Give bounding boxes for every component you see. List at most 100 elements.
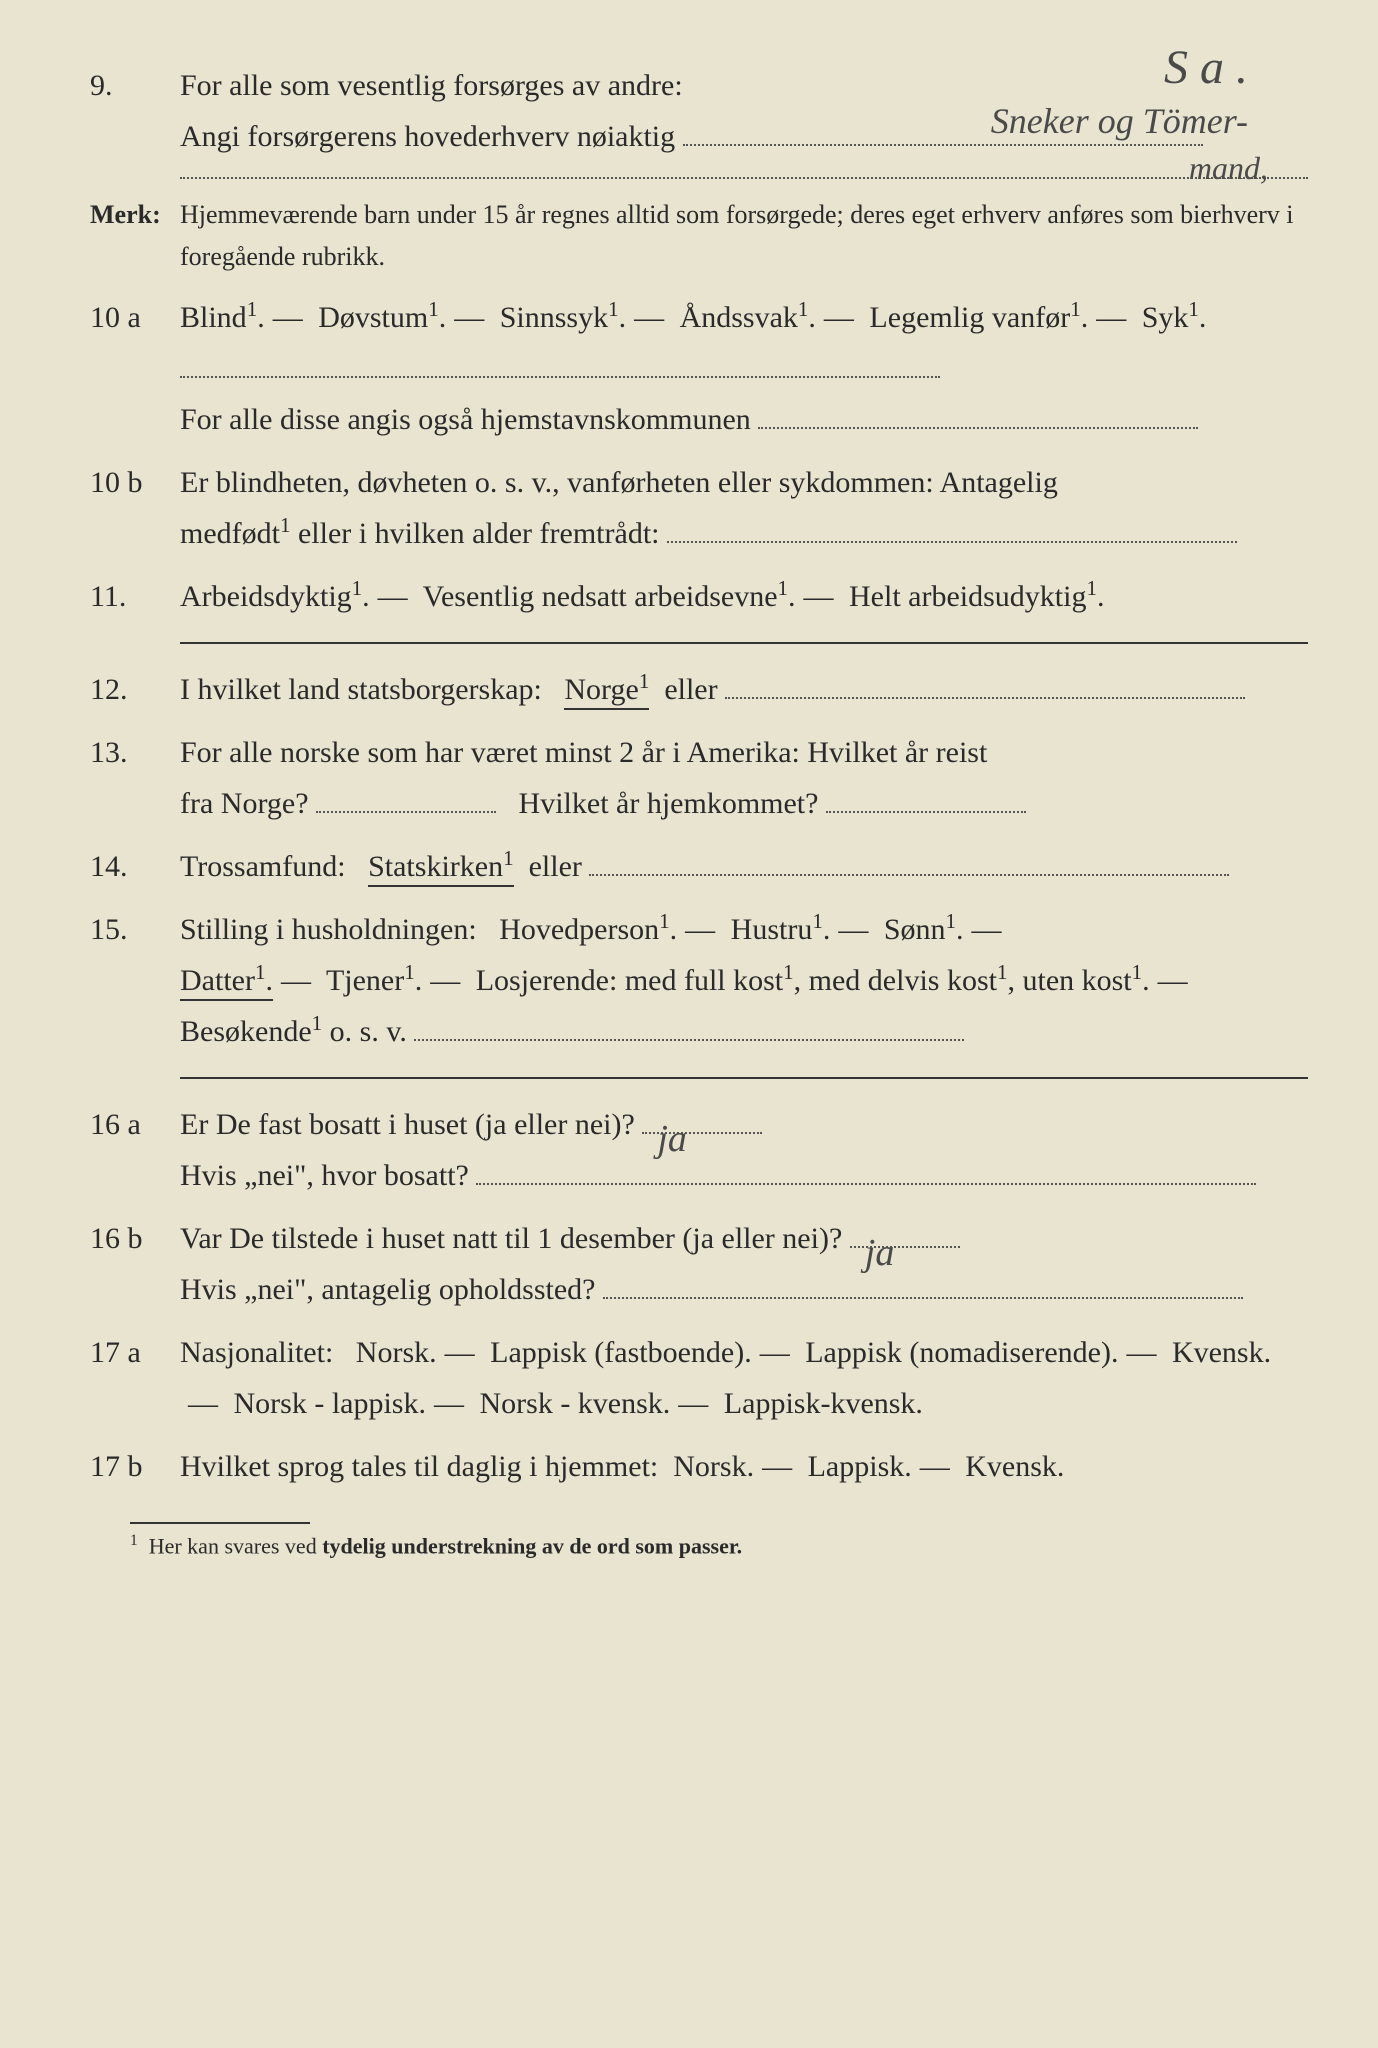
q15-text1: Stilling i husholdningen: [180,913,477,946]
q17b-opt2: Lappisk. [808,1450,912,1483]
question-16b: 16 b Var De tilstede i huset natt til 1 … [90,1213,1308,1315]
q17a-opt7: Lappisk-kvensk. [724,1387,923,1420]
q16a-answer: ja [657,1107,687,1172]
q16a-text2: Hvis „nei", hvor bosatt? [180,1159,469,1192]
q10b-fill [667,541,1237,543]
q11-opt2: Vesentlig nedsatt arbeidsevne [423,580,778,613]
q10a-opt2: Døvstum [318,301,428,334]
q13-number: 13. [90,727,180,778]
q9-line2: Angi forsørgerens hovederhverv nøiaktig [180,120,675,153]
q16a-number: 16 a [90,1099,180,1150]
q11-content: Arbeidsdyktig1.— Vesentlig nedsatt arbei… [180,571,1308,622]
divider-after-15 [180,1077,1308,1079]
q17b-content: Hvilket sprog tales til daglig i hjemmet… [180,1441,1308,1492]
q13-text1: For alle norske som har været minst 2 år… [180,736,987,769]
question-16a: 16 a Er De fast bosatt i huset (ja eller… [90,1099,1308,1201]
q15-opt5: Tjener [326,964,404,997]
q15-opt3: Sønn [884,913,946,946]
q16b-answer: ja [865,1221,895,1286]
q9-number: 9. [90,60,180,111]
q17a-text1: Nasjonalitet: [180,1336,333,1369]
q13-fill1 [316,811,496,813]
q10b-number: 10 b [90,457,180,508]
q12-content: I hvilket land statsborgerskap: Norge1 e… [180,664,1308,715]
q16b-content: Var De tilstede i huset natt til 1 desem… [180,1213,1308,1315]
q15-text4: , uten kost [1007,964,1131,997]
q17b-text1: Hvilket sprog tales til daglig i hjemmet… [180,1450,658,1483]
q10a-opt6: Syk [1142,301,1189,334]
q17b-opt3: Kvensk. [965,1450,1064,1483]
q15-opt1: Hovedperson [499,913,659,946]
question-17b: 17 b Hvilket sprog tales til daglig i hj… [90,1441,1308,1492]
q9-handwritten-line1: Sneker og Tömer- [991,100,1248,142]
q17a-content: Nasjonalitet: Norsk.— Lappisk (fastboend… [180,1327,1308,1429]
question-10a: 10 a Blind1.— Døvstum1.— Sinnssyk1.— Ånd… [90,292,1308,445]
q10a-number: 10 a [90,292,180,343]
q15-fill [414,1039,964,1041]
q17a-opt6: Norsk - kvensk. [479,1387,670,1420]
q17a-opt2: Lappisk (fastboende). [490,1336,752,1369]
q12-option: Norge1 [564,673,649,710]
q13-text3: Hvilket år hjemkommet? [519,787,819,820]
top-right-annotation: S a . [1164,40,1248,95]
question-14: 14. Trossamfund: Statskirken1 eller [90,841,1308,892]
footnote-bold: tydelig understrekning av de ord som pas… [322,1534,742,1559]
q13-content: For alle norske som har været minst 2 år… [180,727,1308,829]
q10a-opt5: Legemlig vanfør [869,301,1070,334]
q17a-number: 17 a [90,1327,180,1378]
question-10b: 10 b Er blindheten, døvheten o. s. v., v… [90,457,1308,559]
q10a-content: Blind1.— Døvstum1.— Sinnssyk1.— Åndssvak… [180,292,1308,445]
q11-opt1: Arbeidsdyktig [180,580,352,613]
question-11: 11. Arbeidsdyktig1.— Vesentlig nedsatt a… [90,571,1308,622]
footnote-text1: Her kan svares ved [149,1534,323,1559]
q17a-opt5: Norsk - lappisk. [234,1387,426,1420]
question-15: 15. Stilling i husholdningen: Hovedperso… [90,904,1308,1057]
q10b-content: Er blindheten, døvheten o. s. v., vanfør… [180,457,1308,559]
q15-text6: o. s. v. [322,1015,407,1048]
q11-number: 11. [90,571,180,622]
q10a-opt1: Blind [180,301,247,334]
q16b-fill2 [603,1297,1243,1299]
q10a-fill2 [758,427,1198,429]
q15-content: Stilling i husholdningen: Hovedperson1.—… [180,904,1308,1057]
footnote-rule [130,1522,310,1524]
q9-handwritten-line2: mand, [1189,150,1268,187]
q13-text2: fra Norge? [180,787,309,820]
q17a-opt3: Lappisk (nomadiserende). [805,1336,1118,1369]
q9-fill-line [683,144,1203,146]
q17b-number: 17 b [90,1441,180,1492]
q10a-opt3: Sinnssyk [500,301,608,334]
q10a-line3: For alle disse angis også hjemstavnskomm… [180,403,751,436]
q10b-line2-p2: eller i hvilken alder fremtrådt: [298,517,660,550]
q14-text2: eller [529,850,582,883]
merk-section: Merk: Hjemmeværende barn under 15 år reg… [90,194,1308,277]
q16a-fill1: ja [642,1132,762,1134]
merk-text: Hjemmeværende barn under 15 år regnes al… [180,194,1308,277]
q17a-opt4: Kvensk. [1172,1336,1271,1369]
question-12: 12. I hvilket land statsborgerskap: Norg… [90,664,1308,715]
q15-number: 15. [90,904,180,955]
q16b-text2: Hvis „nei", antagelig opholdssted? [180,1273,596,1306]
q14-text1: Trossamfund: [180,850,346,883]
q16b-number: 16 b [90,1213,180,1264]
q9-line1: For alle som vesentlig forsørges av andr… [180,69,683,102]
divider-after-9 [180,177,1308,179]
question-13: 13. For alle norske som har været minst … [90,727,1308,829]
q15-text2: Losjerende: med full kost [476,964,783,997]
footnote-marker: 1 [130,1532,138,1549]
q17a-opt1: Norsk. [356,1336,437,1369]
q12-fill [725,697,1245,699]
footnote: 1 Her kan svares ved tydelig understrekn… [90,1522,1308,1559]
q12-number: 12. [90,664,180,715]
q16a-fill2 [476,1183,1256,1185]
question-17a: 17 a Nasjonalitet: Norsk.— Lappisk (fast… [90,1327,1308,1429]
q10b-line2-p1: medfødt [180,517,280,550]
q17b-opt1: Norsk. [673,1450,754,1483]
q15-opt4: Datter1. [180,964,273,1001]
q16b-fill1: ja [850,1246,960,1248]
q15-text3: , med delvis kost [794,964,997,997]
q10a-opt4: Åndssvak [680,301,798,334]
q14-fill [589,874,1229,876]
q12-text1: I hvilket land statsborgerskap: [180,673,542,706]
divider-after-11 [180,642,1308,644]
